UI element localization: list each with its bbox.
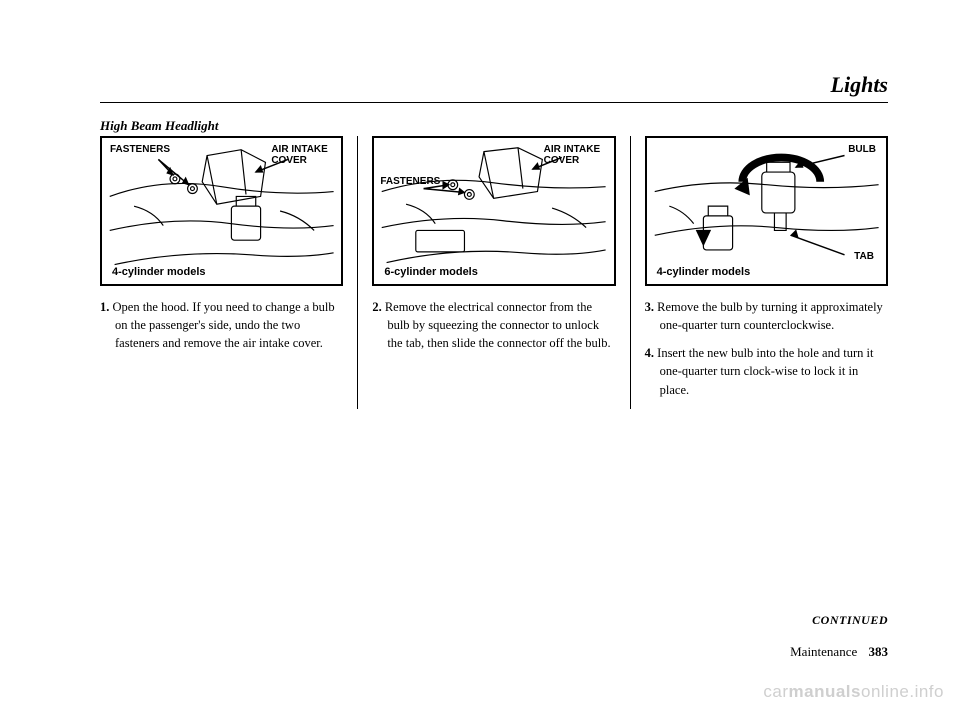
step-list: Remove the electrical connector from the… <box>372 298 615 352</box>
step-list: Remove the bulb by turning it approximat… <box>645 298 888 399</box>
section-subheading: High Beam Headlight <box>100 118 218 134</box>
figure-caption: 6-cylinder models <box>384 266 478 278</box>
footer-section: Maintenance <box>790 644 857 659</box>
continued-label: CONTINUED <box>812 613 888 628</box>
figure-1: FASTENERS AIR INTAKE COVER 4-cylinder mo… <box>100 136 343 286</box>
column-3: BULB TAB 4-cylinder models Remove the bu… <box>630 136 888 409</box>
figure-caption: 4-cylinder models <box>112 266 206 278</box>
label-bulb: BULB <box>848 144 876 155</box>
column-2: FASTENERS AIR INTAKE COVER 6-cylinder mo… <box>357 136 629 409</box>
label-tab: TAB <box>854 251 874 262</box>
step-item: Insert the new bulb into the hole and tu… <box>645 344 888 398</box>
label-air-intake: AIR INTAKE COVER <box>544 144 606 166</box>
column-1: FASTENERS AIR INTAKE COVER 4-cylinder mo… <box>100 136 357 409</box>
label-fasteners: FASTENERS <box>380 176 440 187</box>
figure-3: BULB TAB 4-cylinder models <box>645 136 888 286</box>
label-fasteners: FASTENERS <box>110 144 170 155</box>
watermark-part: online.info <box>861 682 944 701</box>
watermark-part: car <box>763 682 788 701</box>
step-item: Open the hood. If you need to change a b… <box>100 298 343 352</box>
watermark: carmanualsonline.info <box>763 682 944 702</box>
watermark-part: manuals <box>789 682 861 701</box>
page-title: Lights <box>831 72 888 98</box>
figure-caption: 4-cylinder models <box>657 266 751 278</box>
manual-page: Lights High Beam Headlight <box>0 0 960 714</box>
label-air-intake: AIR INTAKE COVER <box>271 144 333 166</box>
figure-2: FASTENERS AIR INTAKE COVER 6-cylinder mo… <box>372 136 615 286</box>
page-number: 383 <box>869 644 889 659</box>
step-item: Remove the electrical connector from the… <box>372 298 615 352</box>
horizontal-rule <box>100 102 888 103</box>
content-columns: FASTENERS AIR INTAKE COVER 4-cylinder mo… <box>100 136 888 409</box>
step-list: Open the hood. If you need to change a b… <box>100 298 343 352</box>
step-item: Remove the bulb by turning it approximat… <box>645 298 888 334</box>
page-footer: Maintenance 383 <box>790 644 888 660</box>
bulb-removal-icon <box>647 138 886 284</box>
